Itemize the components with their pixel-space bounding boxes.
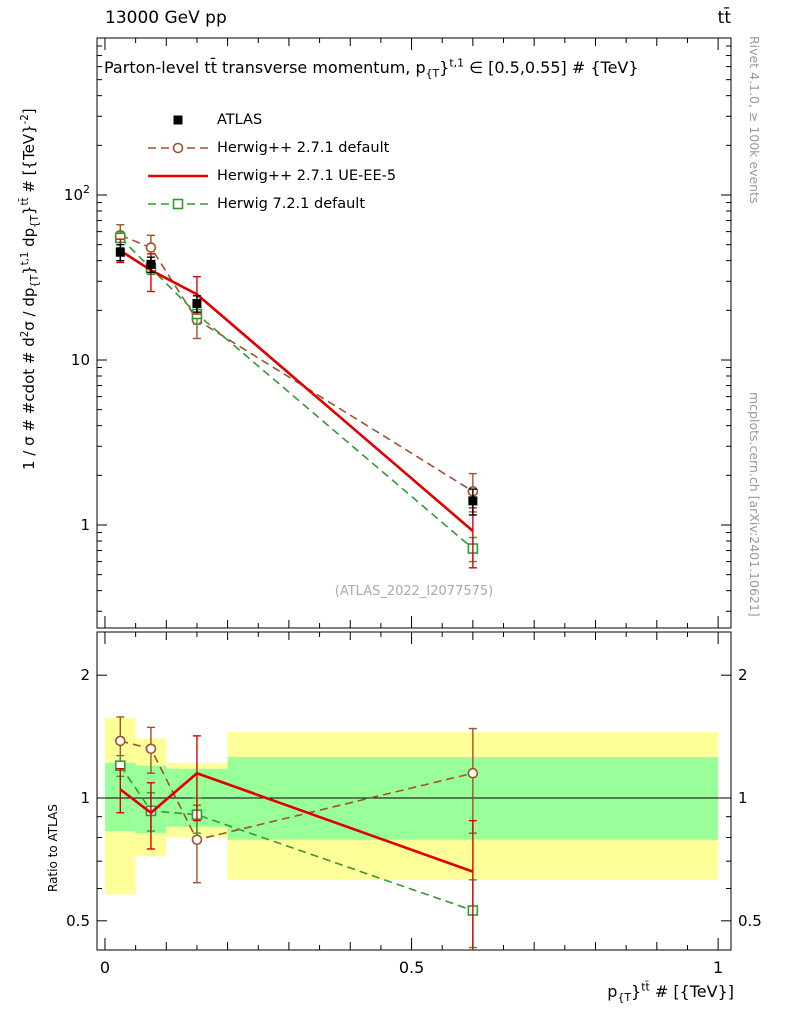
svg-text:0.5: 0.5 bbox=[66, 912, 90, 930]
svg-text:1: 1 bbox=[738, 789, 748, 807]
svg-text:0.5: 0.5 bbox=[738, 912, 762, 930]
svg-text:1: 1 bbox=[80, 516, 90, 534]
process-label: tt̄ bbox=[717, 8, 731, 28]
svg-text:0: 0 bbox=[100, 958, 110, 977]
ratio-frame bbox=[96, 631, 732, 951]
svg-text:102: 102 bbox=[64, 183, 90, 204]
svg-text:1: 1 bbox=[713, 958, 723, 977]
legend-label: Herwig++ 2.7.1 default bbox=[217, 140, 390, 156]
main-frame bbox=[96, 37, 732, 629]
plot-title: Parton-level tt̄ transverse momentum, p{… bbox=[104, 56, 639, 81]
legend-label: Herwig 7.2.1 default bbox=[217, 196, 366, 212]
ratio-series bbox=[114, 716, 479, 950]
y-axis-label: 1 / σ # #cdot # d2σ / dp{T}t,1 dp{T}tt̄ … bbox=[20, 108, 41, 470]
svg-text:2: 2 bbox=[80, 666, 90, 684]
legend-marker-filled-square bbox=[173, 115, 183, 125]
svg-text:10: 10 bbox=[71, 351, 90, 369]
series-herwigpp-ueee5-ratio bbox=[116, 735, 477, 950]
legend: ATLAS Herwig++ 2.7.1 default Herwig++ 2.7.… bbox=[146, 106, 396, 218]
legend-marker-none bbox=[148, 174, 208, 178]
series-atlas bbox=[115, 243, 478, 516]
legend-item: Herwig 7.2.1 default bbox=[146, 190, 396, 218]
legend-label: ATLAS bbox=[217, 112, 263, 128]
ratio-axis-label: Ratio to ATLAS bbox=[46, 804, 60, 892]
axis-ticks bbox=[97, 38, 731, 950]
legend-marker-open-square bbox=[148, 198, 208, 210]
series-herwigpp-default bbox=[114, 224, 479, 513]
legend-item: Herwig++ 2.7.1 default bbox=[146, 134, 396, 162]
svg-text:0.5: 0.5 bbox=[399, 958, 424, 977]
mcplots-caption: mcplots.cern.ch [arXiv:2401.10621] bbox=[747, 392, 762, 617]
legend-item: Herwig++ 2.7.1 UE-EE-5 bbox=[146, 162, 396, 190]
svg-text:1: 1 bbox=[80, 789, 90, 807]
x-axis-label: p{T}tt̄ # [{TeV}] bbox=[607, 980, 734, 1005]
main-series bbox=[114, 224, 479, 569]
legend-label: Herwig++ 2.7.1 UE-EE-5 bbox=[217, 168, 397, 184]
legend-marker-open-circle bbox=[148, 142, 208, 154]
beam-energy-label: 13000 GeV pp bbox=[105, 8, 227, 28]
rivet-version-caption: Rivet 4.1.0, ≥ 100k events bbox=[747, 36, 762, 204]
svg-text:2: 2 bbox=[738, 666, 748, 684]
legend-item: ATLAS bbox=[146, 106, 396, 134]
analysis-id-watermark: (ATLAS_2022_I2077575) bbox=[334, 584, 494, 599]
